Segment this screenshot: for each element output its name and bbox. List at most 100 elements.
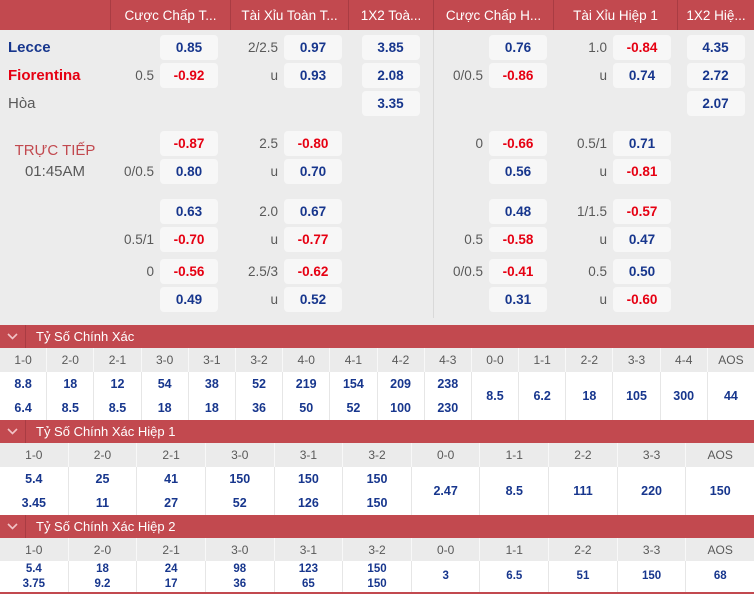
odds-button[interactable]: -0.66 — [489, 130, 547, 156]
odds-button[interactable]: 0.52 — [284, 286, 342, 312]
odds-button[interactable]: 0.31 — [489, 286, 547, 312]
odds-button[interactable]: 0.71 — [613, 130, 671, 156]
odds-button[interactable]: -0.86 — [489, 62, 547, 88]
score-odds-value[interactable]: 8.5 — [108, 401, 127, 415]
score-odds-value[interactable]: 54 — [157, 377, 172, 391]
score-odds-value[interactable]: 209 — [390, 377, 412, 391]
odds-button[interactable]: 0.67 — [284, 198, 342, 224]
score-odds-value[interactable]: 51 — [576, 570, 590, 582]
score-odds-value[interactable]: 12 — [110, 377, 125, 391]
score-odds-value[interactable]: 8.8 — [14, 377, 32, 391]
score-odds-value[interactable]: 36 — [233, 577, 247, 590]
score-odds-value[interactable]: 8.5 — [486, 389, 504, 403]
score-odds-value[interactable]: 238 — [437, 377, 459, 391]
odds-button[interactable]: 0.47 — [613, 226, 671, 252]
score-odds-value[interactable]: 68 — [713, 570, 727, 582]
score-odds-value[interactable]: 18 — [96, 562, 109, 575]
score-odds-value[interactable]: 150 — [366, 472, 388, 486]
score-odds-value[interactable]: 98 — [233, 562, 247, 575]
score-odds-value[interactable]: 3.75 — [22, 577, 46, 590]
score-odds-value[interactable]: 5.4 — [25, 472, 43, 486]
score-odds-value[interactable]: 105 — [626, 389, 647, 403]
odds-button[interactable]: -0.77 — [284, 226, 342, 252]
odds-button[interactable]: -0.81 — [613, 158, 671, 184]
odds-button[interactable]: -0.56 — [160, 258, 218, 284]
odds-button[interactable]: -0.62 — [284, 258, 342, 284]
score-odds-value[interactable]: 65 — [301, 577, 315, 590]
odds-button[interactable]: -0.60 — [613, 286, 671, 312]
score-odds-value[interactable]: 36 — [252, 401, 266, 415]
score-odds-value[interactable]: 18 — [63, 377, 78, 391]
odds-button[interactable]: 0.80 — [160, 158, 218, 184]
odds-button[interactable]: -0.57 — [613, 198, 671, 224]
odds-button[interactable]: 0.48 — [489, 198, 547, 224]
score-odds-value[interactable]: 27 — [164, 496, 179, 510]
score-odds-value[interactable]: 150 — [367, 562, 387, 575]
score-odds-value[interactable]: 52 — [232, 496, 247, 510]
score-odds-value[interactable]: 219 — [295, 377, 317, 391]
odds-button[interactable]: -0.84 — [613, 34, 671, 60]
odds-button[interactable]: 0.50 — [613, 258, 671, 284]
odds-button[interactable]: -0.70 — [160, 226, 218, 252]
odds-button[interactable]: 0.76 — [489, 34, 547, 60]
odds-button[interactable]: -0.41 — [489, 258, 547, 284]
score-odds-value[interactable]: 150 — [641, 570, 662, 582]
score-odds-value[interactable]: 6.4 — [14, 401, 32, 415]
1x2-odds-button[interactable]: 4.35 — [686, 34, 745, 60]
odds-button[interactable]: 0.97 — [284, 34, 342, 60]
score-odds-value[interactable]: 8.5 — [61, 401, 79, 415]
score-odds-value[interactable]: 52 — [252, 377, 266, 391]
score-odds-value[interactable]: 150 — [229, 472, 251, 486]
score-odds-value[interactable]: 150 — [709, 484, 731, 498]
1x2-odds-button[interactable]: 2.07 — [686, 90, 745, 116]
score-odds-value[interactable]: 24 — [164, 562, 178, 575]
score-odds-value[interactable]: 6.5 — [506, 570, 523, 582]
score-odds-value[interactable]: 123 — [298, 562, 318, 575]
score-odds-value[interactable]: 230 — [437, 401, 459, 415]
odds-button[interactable]: -0.92 — [160, 62, 218, 88]
score-odds-value[interactable]: 44 — [723, 389, 738, 403]
score-odds-value[interactable]: 100 — [390, 401, 412, 415]
score-odds-value[interactable]: 38 — [204, 377, 219, 391]
odds-button[interactable]: 0.63 — [160, 198, 218, 224]
1x2-odds-button[interactable]: 3.35 — [361, 90, 420, 116]
1x2-odds-button[interactable]: 2.72 — [686, 62, 745, 88]
score-odds-value[interactable]: 18 — [582, 389, 597, 403]
odds-button[interactable]: 0.85 — [160, 34, 218, 60]
score-odds-value[interactable]: 154 — [342, 377, 364, 391]
score-odds-value[interactable]: 6.2 — [533, 389, 551, 403]
score-odds-value[interactable]: 300 — [673, 389, 695, 403]
score-odds-value[interactable]: 41 — [164, 472, 179, 486]
score-odds-value[interactable]: 2.47 — [433, 484, 458, 498]
score-odds-value[interactable]: 220 — [641, 484, 663, 498]
score-odds-value[interactable]: 150 — [297, 472, 319, 486]
score-odds-value[interactable]: 18 — [157, 401, 172, 415]
score-odds-value[interactable]: 3 — [442, 570, 449, 582]
odds-button[interactable]: 0.93 — [284, 62, 342, 88]
odds-button[interactable]: 0.74 — [613, 62, 671, 88]
score-odds-value[interactable]: 9.2 — [94, 577, 111, 590]
score-odds-value[interactable]: 5.4 — [25, 562, 42, 575]
chevron-down-icon[interactable] — [0, 325, 26, 348]
score-odds-value[interactable]: 111 — [573, 484, 593, 498]
odds-button[interactable]: -0.87 — [160, 130, 218, 156]
score-odds-value[interactable]: 11 — [95, 496, 110, 510]
odds-button[interactable]: 0.49 — [160, 286, 218, 312]
score-odds-value[interactable]: 3.45 — [21, 496, 46, 510]
score-odds-value[interactable]: 17 — [164, 577, 178, 590]
odds-button[interactable]: -0.58 — [489, 226, 547, 252]
odds-button[interactable]: -0.80 — [284, 130, 342, 156]
score-odds-value[interactable]: 50 — [299, 401, 314, 415]
score-odds-value[interactable]: 8.5 — [505, 484, 523, 498]
score-odds-value[interactable]: 150 — [366, 496, 388, 510]
1x2-odds-button[interactable]: 2.08 — [361, 62, 420, 88]
chevron-down-icon[interactable] — [0, 515, 26, 538]
chevron-down-icon[interactable] — [0, 420, 26, 443]
odds-button[interactable]: 0.56 — [489, 158, 547, 184]
odds-button[interactable]: 0.70 — [284, 158, 342, 184]
score-odds-value[interactable]: 150 — [367, 577, 387, 590]
score-odds-value[interactable]: 18 — [204, 401, 219, 415]
1x2-odds-button[interactable]: 3.85 — [361, 34, 420, 60]
score-odds-value[interactable]: 52 — [346, 401, 361, 415]
score-odds-value[interactable]: 126 — [297, 496, 319, 510]
